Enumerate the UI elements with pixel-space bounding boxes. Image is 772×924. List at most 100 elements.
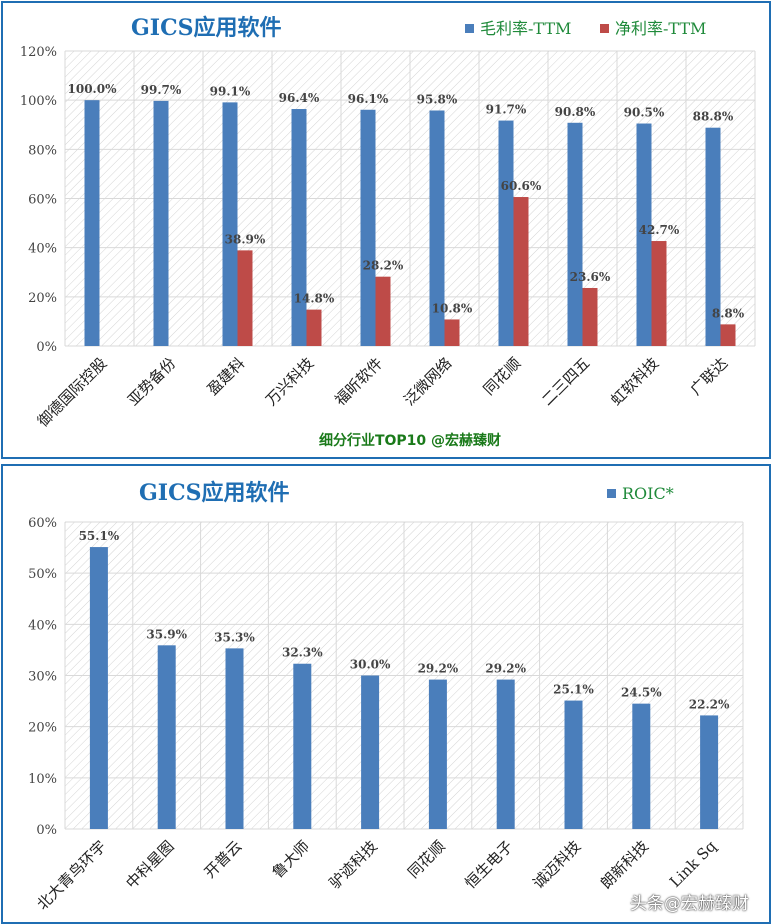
bar [651, 241, 667, 346]
legend-swatch [600, 24, 609, 33]
bar [225, 648, 244, 829]
data-label: 10.8% [432, 301, 473, 315]
x-tick-label: 泛微网络 [400, 354, 455, 409]
bar [428, 679, 447, 829]
chart-title: GICS应用软件 [131, 15, 281, 41]
x-tick-label: 中科星图 [122, 837, 177, 892]
bar [582, 287, 598, 346]
watermark: 头条@宏赫臻财 [630, 894, 749, 914]
bar [513, 197, 529, 346]
data-label: 14.8% [294, 292, 335, 306]
bar [222, 102, 238, 346]
x-tick-label: 同花顺 [480, 354, 525, 399]
data-label: 90.8% [555, 105, 596, 119]
data-label: 35.3% [214, 630, 255, 644]
data-label: 29.2% [418, 662, 459, 676]
bar [361, 675, 380, 829]
y-tick-label: 100% [20, 94, 57, 109]
x-tick-label: 二三四五 [538, 354, 593, 409]
x-tick-label: 广联达 [687, 354, 732, 399]
x-tick-label: 驴迹科技 [326, 837, 381, 892]
bar [444, 319, 460, 346]
roic-chart: 0% 10% 20% 30% 40% 50% 60% 55.1% 北大青鸟环宇 35.9% 中科星图… [28, 480, 744, 913]
chart-subtitle: 细分行业TOP10 @宏赫臻财 [319, 432, 501, 449]
chart-panel-roic: 0% 10% 20% 30% 40% 50% 60% 55.1% 北大青鸟环宇 35.9% 中科星图… [1, 464, 771, 924]
bar [306, 309, 322, 346]
y-tick-label: 80% [28, 143, 57, 158]
x-tick-label: Link Sq [666, 837, 720, 891]
data-label: 38.9% [225, 232, 266, 246]
legend-label: 净利率-TTM [615, 19, 706, 38]
chart-panel-margins: 0% 20% 40% 60% 80% 100% 120% 100.0% 御德国际控股 99.7% 亚… [1, 1, 771, 459]
y-tick-label: 60% [28, 193, 57, 208]
legend-label: 毛利率-TTM [480, 19, 571, 38]
bar [237, 250, 253, 346]
data-label: 35.9% [146, 627, 187, 641]
x-tick-label: 北大青鸟环宇 [33, 837, 109, 913]
x-tick-label: 福昕软件 [331, 354, 386, 409]
y-tick-label: 30% [28, 670, 57, 685]
data-label: 91.7% [486, 103, 527, 117]
data-label: 22.2% [689, 697, 730, 711]
bar [360, 109, 376, 346]
y-tick-label: 50% [28, 567, 57, 582]
data-label: 24.5% [621, 686, 662, 700]
bar [157, 645, 176, 829]
legend-swatch [465, 24, 474, 33]
bar [498, 120, 514, 346]
x-tick-label: 盈建科 [204, 354, 249, 399]
x-tick-label: 开普云 [201, 837, 246, 882]
x-tick-label: 鲁大师 [269, 837, 314, 882]
data-label: 88.8% [693, 110, 734, 124]
bar [153, 100, 169, 346]
bar [496, 679, 515, 829]
data-label: 30.0% [350, 658, 391, 672]
bar [429, 110, 445, 346]
data-label: 95.8% [417, 92, 458, 106]
x-tick-label: 御德国际控股 [34, 354, 110, 430]
y-tick-label: 0% [36, 823, 57, 838]
x-tick-label: 万兴科技 [262, 354, 317, 409]
bar [89, 547, 108, 829]
data-label: 28.2% [363, 259, 404, 273]
y-tick-label: 60% [28, 516, 57, 531]
y-tick-label: 40% [28, 242, 57, 257]
data-label: 96.1% [348, 92, 389, 106]
data-label: 100.0% [68, 82, 118, 96]
data-label: 96.4% [279, 91, 320, 105]
bar [567, 122, 583, 347]
data-label: 99.7% [141, 83, 182, 97]
margin-chart: 0% 20% 40% 60% 80% 100% 120% 100.0% 御德国际控股 99.7% 亚… [20, 15, 756, 449]
x-tick-label: 同花顺 [404, 837, 449, 882]
data-label: 32.3% [282, 646, 323, 660]
x-tick-label: 虹软科技 [607, 354, 662, 409]
data-label: 60.6% [501, 179, 542, 193]
chart-title: GICS应用软件 [139, 480, 289, 506]
bar [720, 324, 736, 346]
data-label: 25.1% [553, 683, 594, 697]
y-tick-label: 10% [28, 772, 57, 787]
bar [636, 123, 652, 346]
data-label: 42.7% [639, 223, 680, 237]
x-tick-label: 朗新科技 [597, 837, 652, 892]
bar [293, 663, 312, 829]
y-tick-label: 40% [28, 618, 57, 633]
data-label: 29.2% [485, 662, 526, 676]
data-label: 23.6% [570, 270, 611, 284]
x-tick-label: 亚势备份 [124, 354, 179, 409]
data-label: 90.5% [624, 106, 665, 120]
bar [700, 715, 719, 829]
legend-swatch [607, 489, 616, 498]
bar [705, 127, 721, 346]
y-tick-label: 0% [36, 340, 57, 355]
x-tick-label: 恒生电子 [461, 837, 516, 892]
y-tick-label: 120% [20, 45, 57, 60]
y-tick-label: 20% [28, 291, 57, 306]
x-tick-label: 诚迈科技 [529, 837, 584, 892]
bar [84, 100, 100, 347]
bar [564, 700, 583, 829]
bar [291, 109, 307, 347]
data-label: 8.8% [712, 306, 745, 320]
y-tick-label: 20% [28, 721, 57, 736]
bar [632, 703, 651, 829]
